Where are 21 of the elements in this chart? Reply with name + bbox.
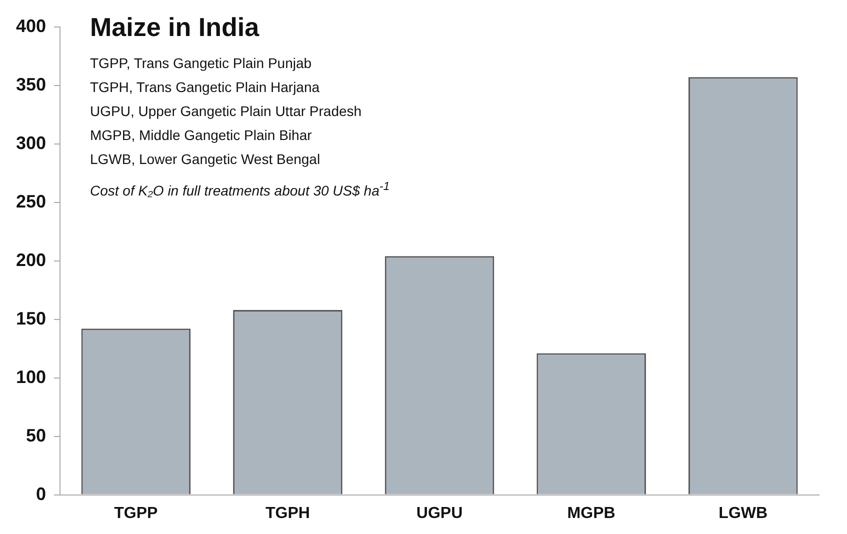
y-tick-label: 100: [16, 366, 46, 387]
annotation: LGWB, Lower Gangetic West Bengal: [90, 150, 322, 169]
y-tick-label: 350: [16, 74, 46, 94]
chart-title: Maize in India: [90, 12, 260, 43]
y-tick-label: 0: [36, 484, 46, 504]
x-tick-label: MGPB: [567, 504, 616, 522]
x-tick-label: UGPU: [416, 504, 463, 522]
x-tick-label: LGWB: [718, 504, 768, 522]
y-tick-label: 50: [26, 425, 46, 446]
y-tick-label: 300: [16, 132, 46, 153]
y-tick-label: 200: [16, 250, 46, 270]
annotation: TGPH, Trans Gangetic Plain Harjana: [90, 78, 321, 97]
annotation: Cost of K₂O in full treatments about 30 US$ ha$^{-1}$: [90, 179, 390, 201]
y-tick-label: 400: [16, 16, 46, 36]
x-tick-label: TGPH: [265, 504, 310, 522]
y-tick-label: 150: [16, 308, 46, 328]
annotation: TGPP, Trans Gangetic Plain Punjab: [90, 54, 313, 73]
x-tick-label: TGPP: [114, 504, 158, 522]
y-tick-label: 250: [16, 191, 46, 212]
annotation: UGPU, Upper Gangetic Plain Uttar Pradesh: [90, 102, 363, 121]
annotation: MGPB, Middle Gangetic Plain Bihar: [90, 126, 313, 145]
